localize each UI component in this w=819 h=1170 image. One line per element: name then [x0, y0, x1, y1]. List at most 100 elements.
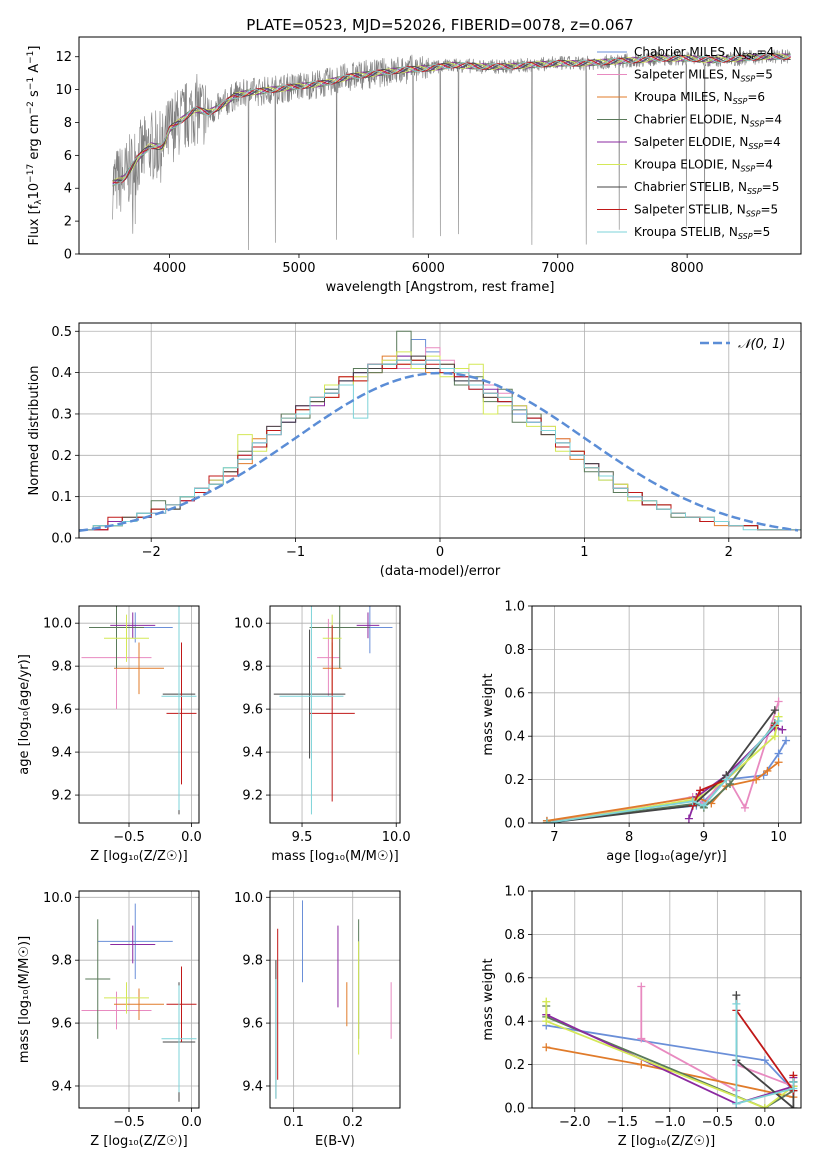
marker-chabrier-miles — [782, 736, 791, 745]
y-tick-label: 10.0 — [234, 891, 263, 906]
y-tick-label: 9.6 — [242, 703, 263, 718]
panel-1: 4000 5000 6000 7000 8000 0 2 4 6 8 10 12 wavelength … — [26, 36, 802, 295]
x-tick-label: −0.5 — [113, 830, 145, 845]
marker-salpeter-stelib — [696, 786, 705, 795]
legend-text-part: SSP — [738, 232, 753, 241]
marker-kroupa-stelib — [688, 797, 697, 806]
x-axis-label: E(B-V) — [315, 1134, 355, 1149]
errorbar-salpeter-stelib — [309, 625, 355, 802]
errorbar-salpeter-elodie — [110, 612, 156, 639]
legend-text-part: =4 — [763, 135, 781, 149]
y-tick-label: 9.8 — [242, 954, 263, 969]
marker-salpeter-miles — [637, 1034, 646, 1043]
chart-root: 4000 5000 6000 7000 8000024681012wavelength … — [17, 36, 802, 1149]
marker-chabrier-miles — [760, 1056, 769, 1065]
x-tick-label: 6000 — [412, 261, 445, 276]
errorbar-kroupa-stelib — [161, 606, 197, 811]
plot-area — [532, 606, 801, 823]
y-tick-label: 0.0 — [51, 532, 72, 547]
x-tick-label: −1.0 — [654, 1115, 686, 1130]
marker-kroupa-elodie — [770, 732, 779, 741]
errorbar-salpeter-elodie — [110, 925, 156, 964]
y-tick-label: 0.4 — [504, 1015, 525, 1030]
legend-text-part: =4 — [764, 113, 782, 127]
legend-text-part: Kroupa ELODIE, N — [634, 158, 741, 172]
marker-kroupa-elodie — [542, 997, 551, 1006]
marker-kroupa-stelib — [722, 775, 731, 784]
x-tick-label: 7 — [550, 830, 558, 845]
legend-entry-kroupa-stelib: Kroupa STELIB, NSSP=5 — [634, 225, 770, 241]
legend-entry-salpeter-stelib: Salpeter STELIB, NSSP=5 — [634, 203, 778, 219]
y-axis-label-part: Flux [f — [27, 204, 42, 245]
marker-chabrier-stelib — [789, 1104, 798, 1108]
legend-text-part: =4 — [756, 45, 774, 59]
x-axis-label: wavelength [Angstrom, rest frame] — [326, 280, 555, 295]
y-tick-label: 9.8 — [51, 660, 72, 675]
y-tick-label: 12 — [55, 50, 72, 65]
legend-entry-salpeter-elodie: Salpeter ELODIE, NSSP=4 — [634, 135, 781, 151]
panel-7: 0.1 0.2 9.4 9.6 9.8 10.0 E(B-V) — [234, 890, 401, 1149]
y-axis-label: Flux [fλ10−17 erg cm−2 s−1 A−1] — [26, 46, 44, 246]
legend-text-part: Chabrier ELODIE, N — [634, 113, 750, 127]
y-tick-label: 9.2 — [51, 789, 72, 804]
legend-text-part: =6 — [747, 90, 765, 104]
x-tick-label: −2.0 — [559, 1115, 591, 1130]
y-tick-label: 9.8 — [242, 660, 263, 675]
x-tick-label: −0.5 — [702, 1115, 734, 1130]
x-axis-label: Z [log₁₀(Z/Z☉)] — [90, 849, 187, 864]
legend-entry-kroupa-elodie: Kroupa ELODIE, NSSP=4 — [634, 158, 773, 174]
y-tick-label: 9.8 — [51, 954, 72, 969]
y-tick-label: 9.6 — [51, 703, 72, 718]
y-tick-label: 2 — [64, 215, 72, 230]
y-axis-label: mass weight — [481, 958, 496, 1040]
legend-entry-chabrier-stelib: Chabrier STELIB, NSSP=5 — [634, 180, 779, 196]
errorbar-salpeter-stelib — [166, 966, 197, 1042]
marker-kroupa-miles — [542, 1043, 551, 1052]
x-tick-label: −1 — [286, 545, 305, 560]
marker-kroupa-miles — [774, 758, 783, 767]
legend-text-part: SSP — [748, 142, 763, 151]
marker-kroupa-miles — [763, 766, 772, 775]
model-line-kroupa-miles — [112, 53, 791, 186]
panel-5: 7 8 9 10 0.0 0.2 0.4 0.6 0.8 1.0 age [log₁₀(age/yr… — [481, 600, 802, 864]
y-tick-label: 0 — [64, 248, 72, 263]
y-tick-label: 9.4 — [242, 1079, 263, 1094]
y-tick-label: 0.4 — [504, 730, 525, 745]
x-tick-label: −1.5 — [607, 1115, 639, 1130]
x-tick-label: 9.5 — [292, 830, 313, 845]
figure-title: PLATE=0523, MJD=52026, FIBERID=0078, z=0… — [246, 16, 633, 34]
y-axis-label-part: λ — [34, 199, 44, 205]
x-tick-label: −2 — [142, 545, 161, 560]
plot-area — [532, 891, 801, 1108]
marker-kroupa-elodie — [542, 1017, 551, 1026]
x-tick-label: 4000 — [153, 261, 186, 276]
y-axis-label: Normed distribution — [27, 366, 42, 496]
x-tick-label: 0.0 — [181, 830, 202, 845]
legend-text-part: SSP — [733, 97, 748, 106]
x-tick-label: 0.1 — [283, 1115, 304, 1130]
errorbar-kroupa-miles — [114, 642, 164, 695]
marker-chabrier-miles — [774, 749, 783, 758]
y-tick-label: 0.3 — [51, 407, 72, 422]
y-tick-label: 0.2 — [504, 1058, 525, 1073]
axes-frame — [531, 605, 802, 824]
x-axis-label: Z [log₁₀(Z/Z☉)] — [90, 1134, 187, 1149]
marker-kroupa-stelib — [774, 717, 783, 726]
axes-frame — [269, 605, 401, 824]
y-axis-label-part: 10 — [27, 183, 42, 200]
x-axis-label: age [log₁₀(age/yr)] — [606, 849, 727, 864]
y-tick-label: 0.1 — [51, 490, 72, 505]
y-tick-label: 0.0 — [504, 817, 525, 832]
y-tick-label: 8 — [64, 116, 72, 131]
plot-area — [79, 606, 199, 823]
y-tick-label: 9.6 — [51, 1017, 72, 1032]
legend-text-part: Chabrier MILES, N — [634, 45, 742, 59]
y-tick-label: 9.4 — [242, 746, 263, 761]
x-tick-label: 10.0 — [382, 830, 411, 845]
x-tick-label: 9 — [700, 830, 708, 845]
legend-entry-salpeter-miles: Salpeter MILES, NSSP=5 — [634, 68, 773, 84]
x-tick-label: 5000 — [282, 261, 315, 276]
errorbar-chabrier-elodie — [309, 606, 370, 669]
x-tick-label: 10 — [770, 830, 787, 845]
